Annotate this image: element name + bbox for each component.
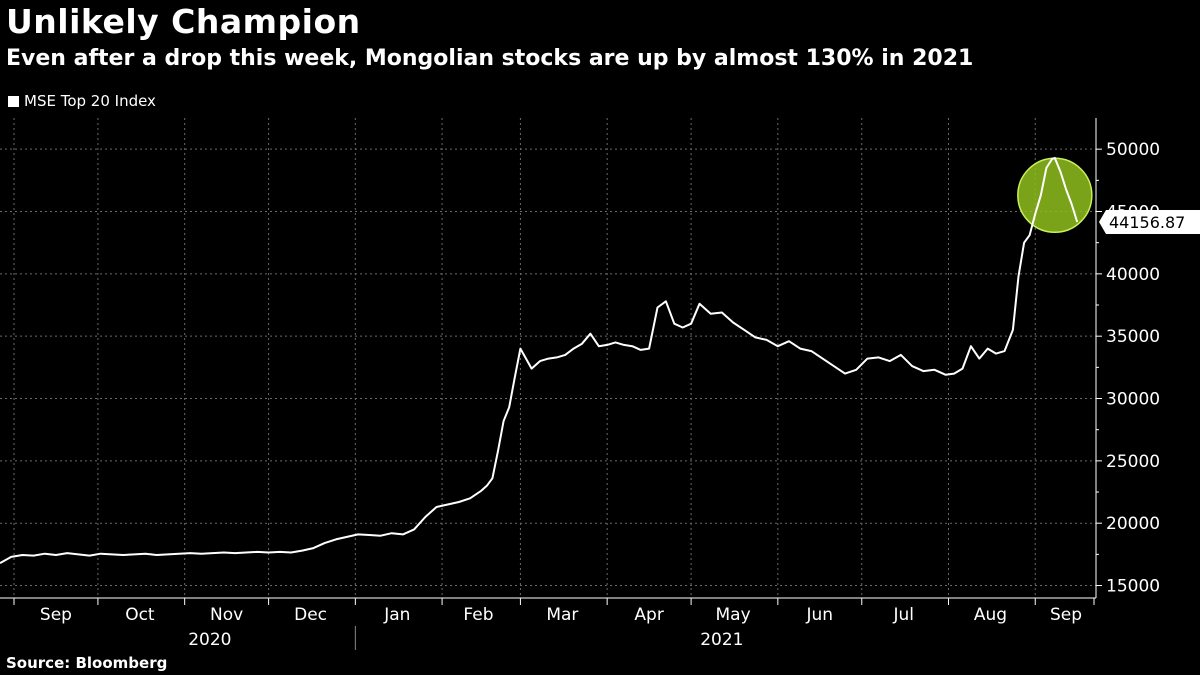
x-tick-label: Nov bbox=[210, 605, 243, 625]
x-tick-label: Jun bbox=[806, 605, 834, 625]
y-tick-label: 25000 bbox=[1106, 452, 1160, 472]
x-tick-label: Jul bbox=[892, 605, 914, 625]
x-tick-label: Jan bbox=[383, 605, 410, 625]
grid-layer bbox=[0, 118, 1096, 598]
chart-subtitle: Even after a drop this week, Mongolian s… bbox=[6, 46, 974, 71]
x-tick-label: Oct bbox=[125, 605, 155, 625]
last-value-box bbox=[1099, 210, 1200, 235]
y-tick-label: 40000 bbox=[1106, 265, 1160, 285]
y-tick-label: 30000 bbox=[1106, 390, 1160, 410]
source-note: Source: Bloomberg bbox=[6, 654, 168, 672]
legend-swatch bbox=[8, 95, 19, 107]
x-tick-label: Dec bbox=[294, 605, 327, 625]
y-tick-label: 50000 bbox=[1106, 140, 1160, 160]
series-line-mse-top-20 bbox=[0, 156, 1079, 564]
chart-title: Unlikely Champion bbox=[6, 2, 361, 41]
legend-label: MSE Top 20 Index bbox=[24, 92, 156, 110]
year-label: 2020 bbox=[188, 630, 231, 650]
x-tick-label: May bbox=[715, 605, 750, 625]
y-tick-label: 15000 bbox=[1106, 577, 1160, 597]
highlight-circle bbox=[1017, 157, 1093, 234]
last-value-label: 44156.87 bbox=[1109, 213, 1185, 232]
x-tick-label: Sep bbox=[1050, 605, 1082, 625]
x-tick-label: Mar bbox=[546, 605, 578, 625]
y-tick-label: 20000 bbox=[1106, 514, 1160, 534]
axis-layer bbox=[0, 118, 1102, 650]
x-tick-label: Aug bbox=[974, 605, 1007, 625]
series-layer bbox=[0, 156, 1093, 564]
y-tick-label: 35000 bbox=[1106, 327, 1160, 347]
year-label: 2021 bbox=[700, 630, 743, 650]
x-tick-label: Apr bbox=[634, 605, 663, 625]
label-layer: 1500020000250003000035000400004500050000… bbox=[40, 140, 1200, 650]
x-tick-label: Sep bbox=[40, 605, 72, 625]
x-tick-label: Feb bbox=[463, 605, 493, 625]
legend: MSE Top 20 Index bbox=[8, 92, 156, 110]
